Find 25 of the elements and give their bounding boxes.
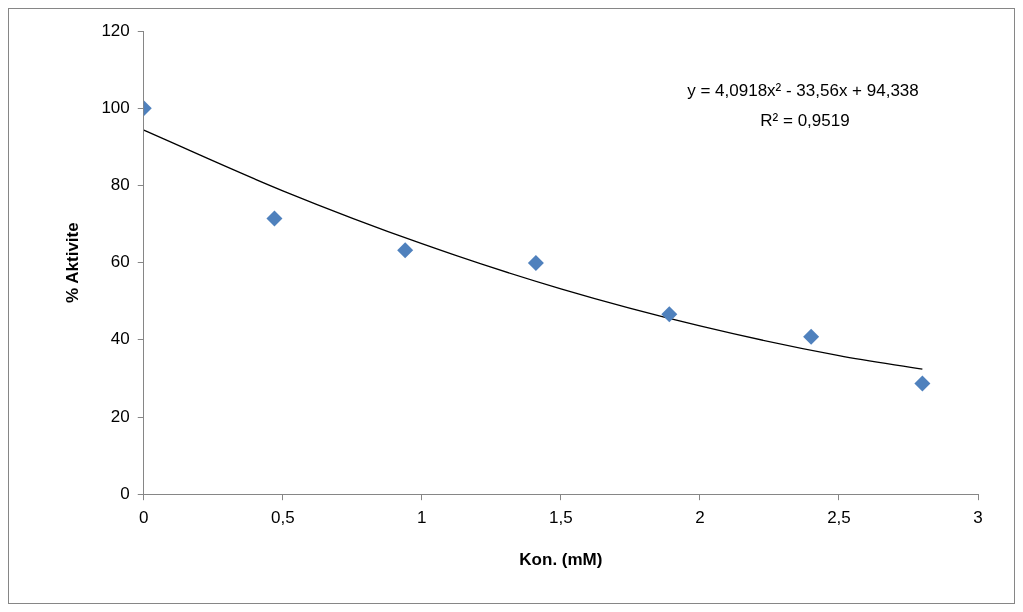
y-tick-label: 120 bbox=[101, 20, 130, 40]
annotation: R² = 0,9519 bbox=[760, 110, 850, 130]
point bbox=[914, 375, 931, 392]
x-tick-label: 2,5 bbox=[827, 508, 851, 528]
y-axis-title: % Aktivite bbox=[62, 222, 82, 303]
point bbox=[266, 210, 283, 227]
y-tick-label: 40 bbox=[110, 329, 130, 349]
y-tick-label: 60 bbox=[110, 252, 130, 272]
annotation: y = 4,0918x² - 33,56x + 94,338 bbox=[687, 80, 919, 100]
y-tick-label: 100 bbox=[101, 97, 130, 117]
x-tick-label: 3 bbox=[973, 508, 983, 528]
x-tick-label: 1,5 bbox=[549, 508, 573, 528]
x-axis-title: Kon. (mM) bbox=[519, 550, 603, 570]
point bbox=[397, 242, 414, 259]
x-tick-label: 0 bbox=[139, 508, 149, 528]
line-series bbox=[143, 129, 924, 370]
y-tick-label: 0 bbox=[120, 483, 130, 503]
x-tick-label: 0,5 bbox=[270, 508, 295, 528]
y-tick-label: 80 bbox=[110, 175, 130, 195]
x-tick-label: 1 bbox=[417, 508, 427, 528]
point bbox=[661, 306, 678, 323]
point bbox=[527, 254, 544, 271]
point bbox=[803, 328, 820, 345]
x-tick-label: 2 bbox=[695, 508, 705, 528]
y-tick-label: 20 bbox=[110, 406, 130, 426]
